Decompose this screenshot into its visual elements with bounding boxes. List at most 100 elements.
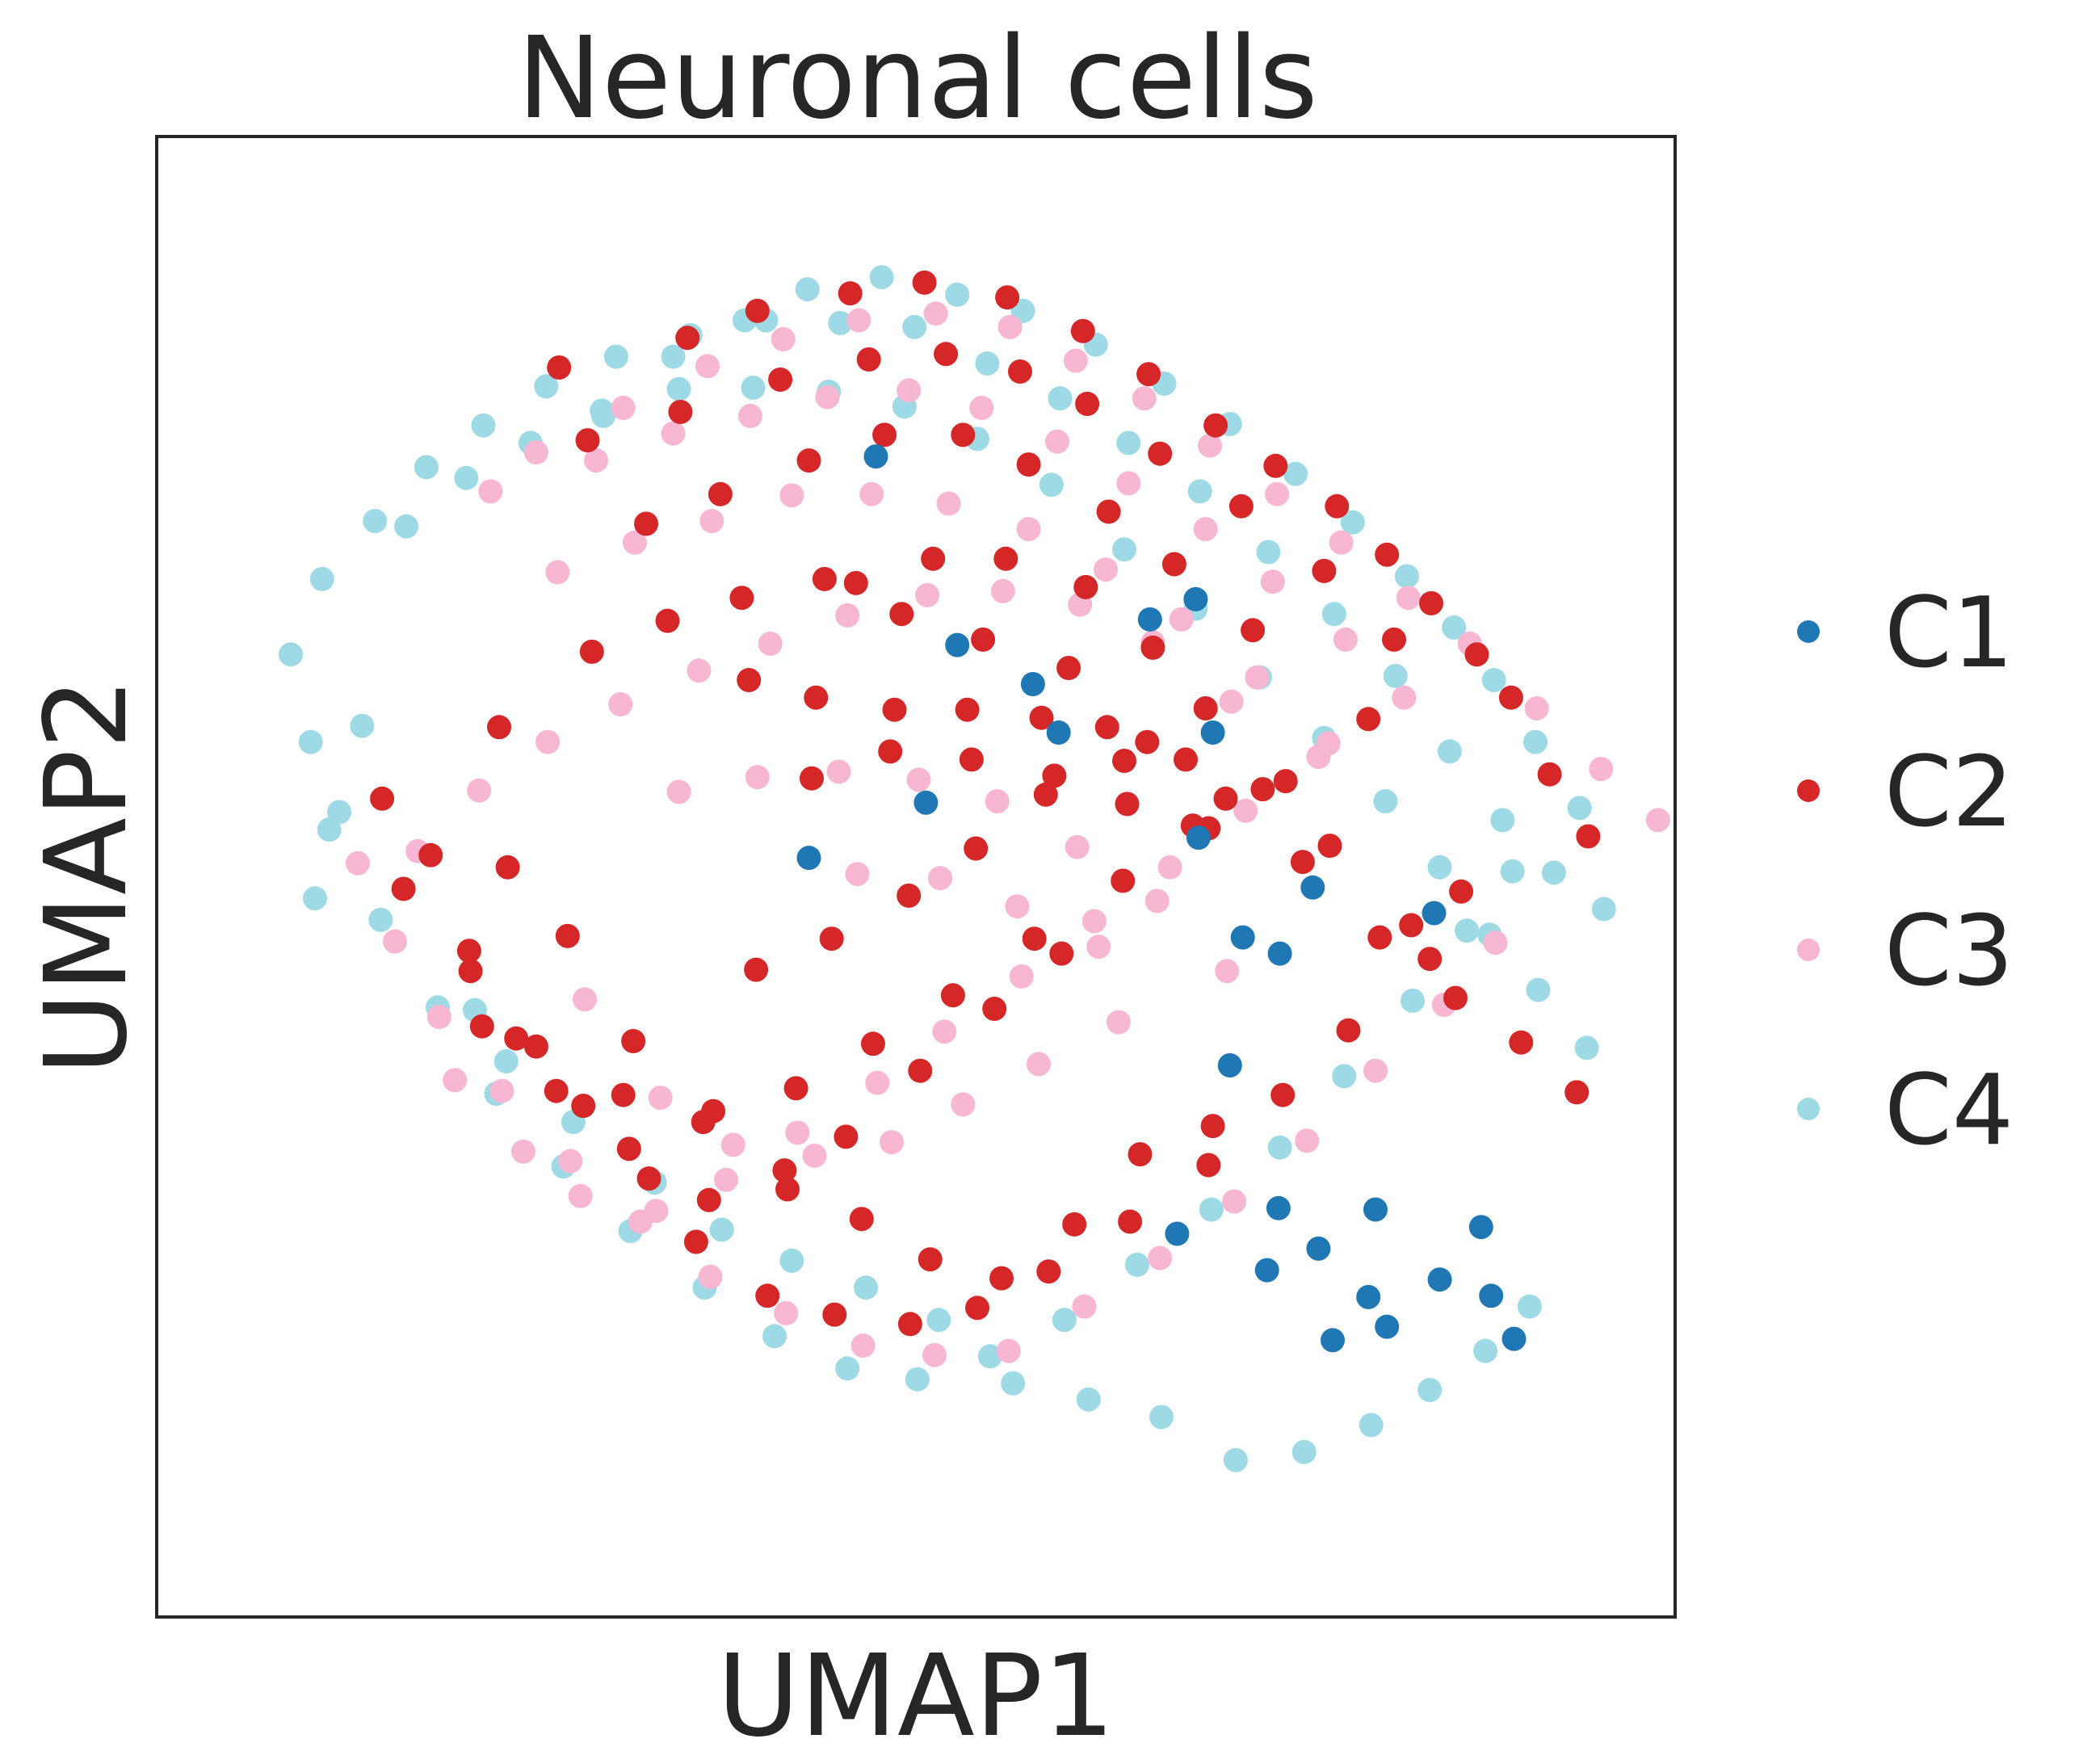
point-c2 [634, 511, 658, 536]
point-c4 [1427, 855, 1452, 880]
point-c3 [745, 765, 770, 790]
point-c2 [812, 566, 837, 591]
point-c2 [571, 1094, 596, 1119]
point-c2 [1241, 618, 1266, 643]
point-c3 [785, 1120, 810, 1145]
series-c2 [370, 270, 1601, 1337]
legend-label-c2: C2 [1884, 737, 2014, 849]
point-c4 [1373, 789, 1398, 814]
point-c3 [1072, 1294, 1097, 1319]
point-c3 [1233, 798, 1258, 823]
point-c3 [687, 658, 712, 683]
point-c3 [1260, 569, 1285, 594]
point-c4 [1383, 664, 1408, 688]
point-c2 [1270, 1082, 1296, 1107]
point-c1 [796, 846, 821, 871]
point-c2 [964, 836, 989, 861]
point-c1 [1501, 1326, 1527, 1351]
point-c3 [932, 1019, 957, 1044]
point-c3 [1016, 517, 1041, 542]
point-c3 [346, 850, 370, 876]
point-c2 [1213, 786, 1238, 811]
point-c1 [1363, 1197, 1388, 1222]
point-c4 [1332, 1064, 1357, 1089]
point-c2 [1049, 941, 1074, 966]
point-c3 [758, 631, 783, 656]
x-axis-label: UMAP1 [717, 1631, 1115, 1762]
point-c2 [487, 715, 511, 740]
point-c3 [568, 1183, 593, 1208]
point-c3 [1215, 959, 1240, 984]
legend: C1 C2 C3 C4 [1797, 578, 2014, 1167]
point-c2 [691, 1110, 716, 1135]
point-c4 [414, 455, 439, 480]
point-c2 [621, 1029, 646, 1053]
point-c3 [695, 354, 720, 379]
point-c4 [317, 817, 342, 842]
point-c2 [1148, 441, 1173, 466]
point-c2 [456, 939, 481, 964]
point-c4 [327, 800, 352, 825]
point-c4 [1001, 1371, 1026, 1396]
point-c3 [1157, 855, 1182, 880]
point-c2 [1576, 824, 1601, 849]
point-c4 [709, 1217, 734, 1242]
point-c2 [1075, 392, 1100, 416]
point-c4 [762, 1324, 787, 1349]
point-c4 [741, 376, 766, 400]
point-c4 [854, 1275, 879, 1300]
point-c2 [1033, 782, 1058, 807]
point-c4 [666, 376, 691, 401]
point-c2 [1022, 926, 1047, 951]
point-c2 [1325, 494, 1350, 519]
point-c3 [1116, 471, 1141, 496]
legend-marker-c4 [1797, 1098, 1820, 1120]
point-c4 [795, 277, 820, 302]
point-c2 [504, 1026, 529, 1051]
point-c1 [1217, 1053, 1242, 1077]
point-c1 [913, 790, 939, 815]
point-c3 [535, 729, 561, 754]
point-c2 [971, 627, 996, 652]
point-c4 [1283, 461, 1308, 486]
point-c2 [908, 1058, 933, 1083]
point-c4 [1291, 1439, 1317, 1464]
point-c4 [1567, 796, 1592, 821]
point-c2 [418, 842, 443, 867]
point-c2 [668, 400, 693, 424]
point-c2 [934, 342, 959, 367]
point-c3 [1333, 627, 1358, 652]
point-c2 [1537, 762, 1562, 787]
point-c3 [845, 862, 870, 887]
point-c4 [779, 1248, 804, 1273]
point-c1 [1375, 1314, 1400, 1339]
point-c4 [471, 413, 496, 438]
point-c2 [1290, 850, 1315, 875]
point-c3 [714, 1167, 738, 1192]
point-c2 [744, 957, 769, 982]
point-c2 [1250, 777, 1275, 802]
point-c2 [959, 747, 984, 772]
point-c3 [826, 759, 851, 784]
point-c3 [835, 603, 860, 628]
point-c2 [965, 1296, 989, 1321]
point-c4 [394, 514, 419, 539]
point-c2 [575, 428, 600, 453]
point-c4 [1052, 1308, 1077, 1333]
point-c2 [878, 739, 903, 764]
point-c1 [1422, 901, 1447, 926]
point-c2 [729, 586, 754, 611]
point-c4 [977, 1344, 1002, 1369]
point-c2 [897, 1312, 922, 1337]
point-c3 [558, 1149, 583, 1174]
point-c3 [1063, 348, 1088, 373]
point-c2 [843, 570, 868, 595]
point-c2 [1016, 452, 1041, 477]
point-c3 [608, 692, 633, 716]
point-c4 [1048, 386, 1073, 411]
point-c2 [882, 697, 907, 722]
point-c3 [511, 1139, 535, 1164]
point-c3 [698, 1264, 723, 1289]
point-c2 [800, 766, 824, 791]
